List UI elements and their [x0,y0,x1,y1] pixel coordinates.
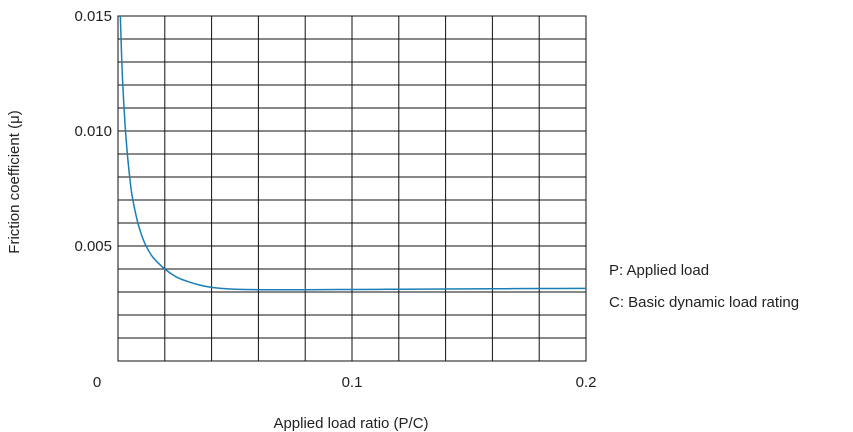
y-axis-label: Friction coefficient (μ) [6,110,23,253]
y-tick-label: 0.015 [74,8,112,25]
series-line [119,15,587,291]
annotation-applied-load: P: Applied load [609,262,709,279]
x-tick-label: 0 [93,374,101,391]
x-tick-labels: 0 0.1 0.2 [93,374,597,391]
y-tick-label: 0.010 [74,123,112,140]
grid [118,16,586,361]
y-tick-labels: 0.005 0.010 0.015 [74,8,112,255]
annotation-basic-dynamic-load-rating: C: Basic dynamic load rating [609,294,799,311]
x-axis-label: Applied load ratio (P/C) [273,415,428,432]
plot-frame [117,15,587,362]
x-tick-label: 0.1 [342,374,363,391]
y-tick-label: 0.005 [74,238,112,255]
x-tick-label: 0.2 [576,374,597,391]
